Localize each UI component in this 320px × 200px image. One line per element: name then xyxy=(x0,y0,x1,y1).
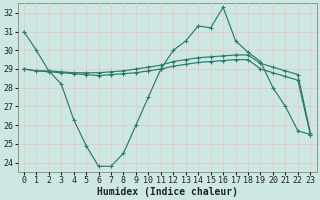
X-axis label: Humidex (Indice chaleur): Humidex (Indice chaleur) xyxy=(97,186,237,197)
